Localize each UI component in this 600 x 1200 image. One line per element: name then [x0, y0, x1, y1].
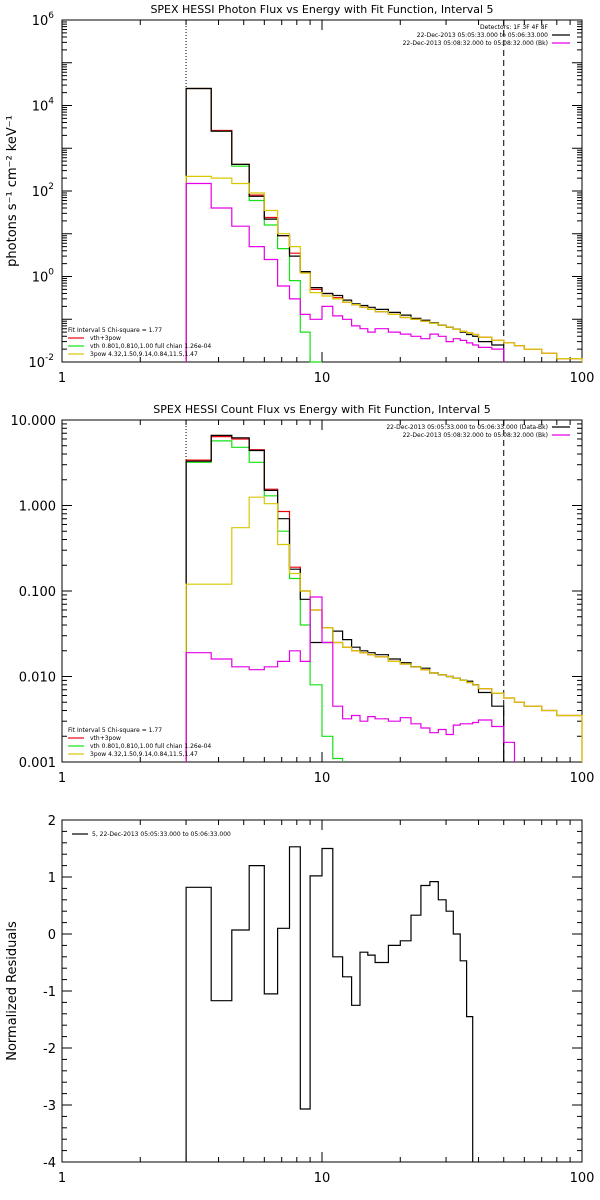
y-tick-label: 0.010 [19, 671, 56, 686]
chart-panel-1: SPEX HESSI Photon Flux vs Energy with Fi… [5, 3, 594, 386]
y-tick-label: 0 [48, 928, 56, 943]
y-tick-label: 106 [32, 11, 55, 29]
y-tick-label: 10.000 [11, 414, 57, 429]
series-line-3 [185, 434, 505, 762]
y-tick-label: 104 [32, 97, 55, 115]
y-axis-label: photons s⁻¹ cm⁻² keV⁻¹ [5, 115, 20, 267]
y-tick-exponent: 0 [48, 268, 54, 278]
legend-entry-top: 22-Dec-2013 05:08:32.000 to 05:08:32.000… [403, 432, 548, 439]
series-line-2 [185, 436, 583, 762]
y-tick-exponent: 2 [48, 182, 54, 192]
series-line-1 [185, 440, 344, 762]
y-tick-base: 10 [32, 271, 49, 286]
series-line-5 [185, 596, 516, 762]
y-tick-label: 2 [48, 814, 56, 829]
y-tick-label: 10-2 [28, 353, 54, 371]
x-tick-label: 10 [314, 771, 331, 786]
legend-entry: 5, 22-Dec-2013 05:05:33.000 to 05:06:33.… [92, 831, 231, 838]
y-tick-label: -4 [43, 1156, 56, 1171]
y-tick-label: -2 [43, 1042, 56, 1057]
series-line-3 [185, 87, 505, 362]
y-tick-base: 10 [32, 185, 49, 200]
series-line-4 [185, 496, 583, 762]
y-tick-base: 10 [32, 14, 49, 29]
chart-title: SPEX HESSI Count Flux vs Energy with Fit… [153, 403, 490, 416]
series-line-4 [185, 175, 583, 362]
chart-title: SPEX HESSI Photon Flux vs Energy with Fi… [150, 3, 493, 16]
x-tick-label: 100 [570, 371, 595, 386]
x-tick-label: 10 [314, 1171, 331, 1186]
series-line-5 [185, 182, 505, 362]
y-tick-label: -3 [43, 1099, 56, 1114]
fit-legend-entry: vth+3pow [90, 735, 121, 742]
series-line-1 [185, 846, 474, 1162]
chart-panel-3: 1 10 100 -4 -3 -2 -1 0 1 2 Normalized Residuals 5, … [5, 814, 594, 1186]
y-tick-label: 100 [32, 268, 55, 286]
fit-legend-entry: vth+3pow [90, 335, 121, 342]
series-line-2 [185, 87, 583, 362]
y-axis-label: Normalized Residuals [5, 921, 20, 1061]
legend-entry-top: 22-Dec-2013 05:05:33.000 to 05:06:33.000 [417, 32, 548, 39]
fit-legend-entry: 3pow 4.32,1.50,9.14,0.84,11.5,1.47 [90, 351, 198, 358]
x-tick-label: 100 [570, 771, 595, 786]
y-tick-base: 10 [32, 100, 49, 115]
series-line-1 [185, 87, 322, 363]
x-tick-label: 100 [570, 1171, 595, 1186]
fit-legend-header: Fit Interval 5 Chi-square = 1.77 [68, 727, 162, 734]
fit-legend-entry: 3pow 4.32,1.50,9.14,0.84,11.5,1.47 [90, 751, 198, 758]
legend-entry-top: Detectors: 1F 3F 4F 8F [480, 24, 549, 31]
fit-legend-header: Fit Interval 5 Chi-square = 1.77 [68, 327, 162, 334]
y-tick-label: 102 [32, 182, 54, 200]
x-tick-label: 1 [58, 771, 66, 786]
y-tick-label: 0.001 [19, 756, 56, 771]
y-tick-base: 10 [28, 356, 45, 371]
fit-legend-entry: vth 0.801,0.810,1.00 full chian 1.26e-04 [90, 743, 211, 750]
fit-legend-entry: vth 0.801,0.810,1.00 full chian 1.26e-04 [90, 343, 211, 350]
y-tick-label: -1 [43, 985, 56, 1000]
chart-panel-2: SPEX HESSI Count Flux vs Energy with Fit… [11, 403, 595, 786]
y-tick-exponent: 6 [48, 11, 54, 21]
x-tick-label: 10 [314, 371, 331, 386]
y-tick-exponent: -2 [45, 353, 54, 363]
y-tick-label: 1.000 [19, 500, 56, 515]
x-tick-label: 1 [58, 1171, 66, 1186]
y-tick-exponent: 4 [48, 97, 54, 107]
y-tick-label: 0.100 [19, 585, 56, 600]
legend-entry-top: 22-Dec-2013 05:05:33.000 to 05:06:33.000… [386, 424, 548, 431]
x-tick-label: 1 [58, 371, 66, 386]
y-tick-label: 1 [48, 871, 56, 886]
legend-entry-top: 22-Dec-2013 05:08:32.000 to 05:08:32.000… [403, 40, 548, 47]
